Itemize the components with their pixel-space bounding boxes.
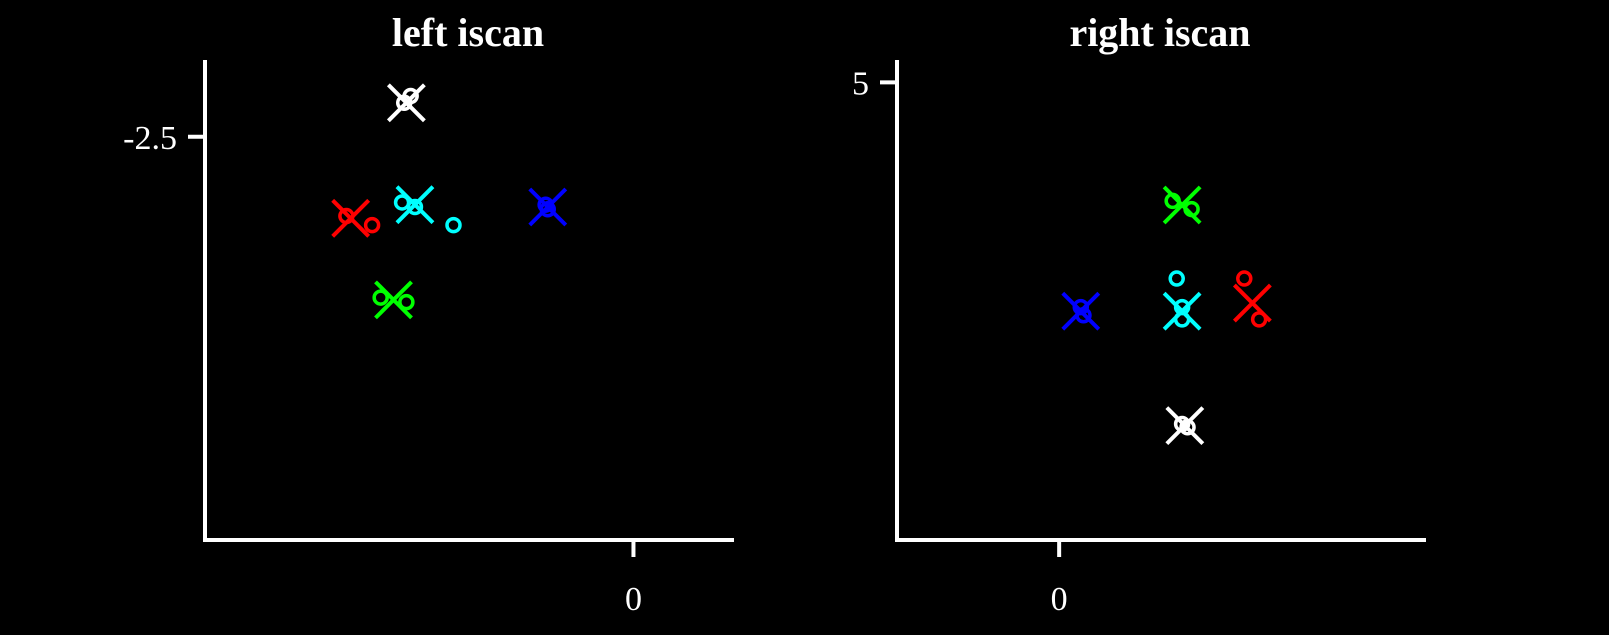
x-tick-label: 0 (625, 581, 642, 618)
y-tick-label: 5 (852, 65, 869, 102)
panel-title: right iscan (1069, 10, 1250, 55)
panel-title: left iscan (392, 10, 544, 55)
y-tick-label: -2.5 (123, 120, 177, 157)
x-tick-label: 0 (1051, 581, 1068, 618)
